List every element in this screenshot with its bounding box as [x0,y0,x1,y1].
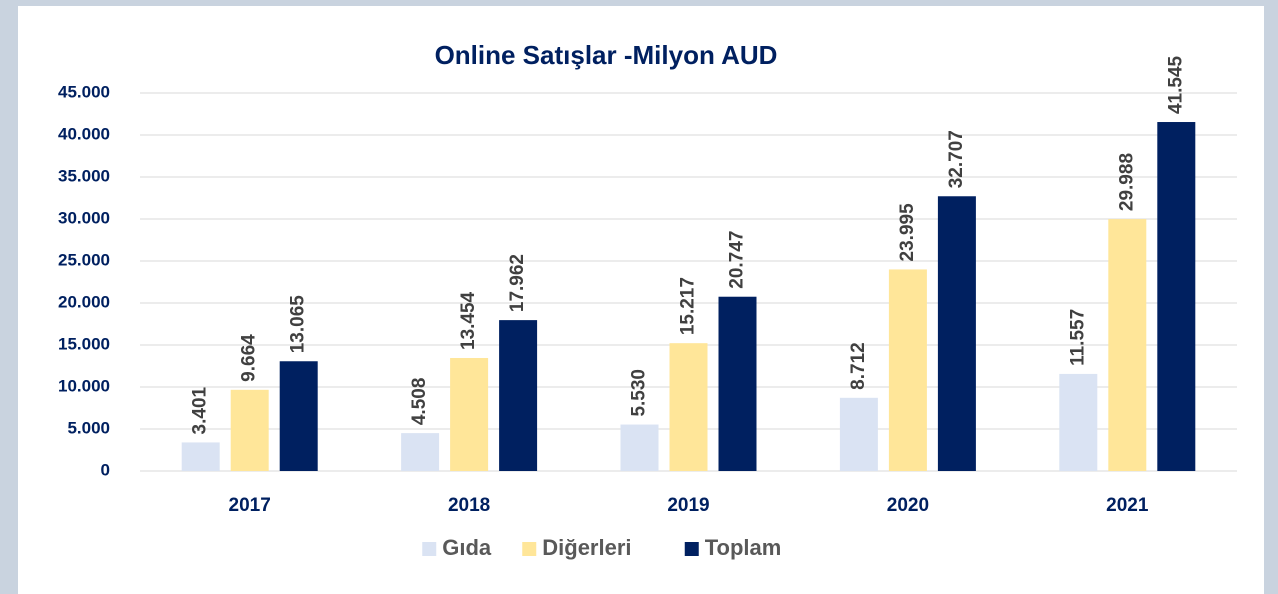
data-label: 32.707 [946,130,967,188]
bar [669,343,708,471]
y-tick-label: 35.000 [58,166,110,185]
data-label: 9.664 [239,334,260,382]
y-tick-label: 30.000 [58,208,110,227]
x-tick-label: 2018 [448,495,490,516]
y-tick-label: 15.000 [58,334,110,353]
data-label: 8.712 [848,342,869,390]
y-tick-label: 10.000 [58,376,110,395]
bar [1157,122,1196,471]
data-label: 15.217 [678,277,699,335]
bar [181,442,220,471]
bar [279,361,318,471]
y-tick-label: 0 [101,460,110,479]
bar [839,397,878,471]
data-label: 23.995 [897,203,918,262]
y-tick-label: 40.000 [58,124,110,143]
legend-label: Gıda [442,535,492,560]
chart-title: Online Satışlar -Milyon AUD [435,40,778,70]
data-label: 17.962 [507,254,528,312]
legend-swatch [422,542,437,556]
y-tick-label: 5.000 [67,418,110,437]
y-tick-label: 25.000 [58,250,110,269]
bar [401,433,440,471]
data-label: 4.508 [409,378,430,426]
bar [937,196,976,471]
x-tick-label: 2017 [229,495,271,516]
data-label: 13.454 [458,291,479,350]
legend-label: Toplam [705,535,782,560]
bar [499,320,538,471]
x-tick-label: 2019 [667,495,709,516]
legend-swatch [522,542,537,556]
bar [1108,219,1147,471]
legend-label: Diğerleri [542,535,631,560]
bar [718,296,757,471]
bar [450,357,489,471]
data-label: 13.065 [288,295,309,354]
data-label: 5.530 [629,369,650,417]
data-label: 20.747 [727,231,748,289]
data-label: 11.557 [1067,309,1088,366]
data-label: 29.988 [1116,153,1137,211]
x-tick-label: 2021 [1106,495,1149,516]
legend-swatch [684,542,699,556]
bar [1059,373,1098,471]
data-label: 41.545 [1165,55,1186,114]
y-tick-label: 20.000 [58,292,110,311]
bar [230,389,269,471]
data-label: 3.401 [190,386,211,434]
x-tick-label: 2020 [887,495,929,516]
y-tick-label: 45.000 [58,82,110,101]
chart-background [18,6,1264,594]
bar [620,424,659,471]
bar [888,269,927,471]
